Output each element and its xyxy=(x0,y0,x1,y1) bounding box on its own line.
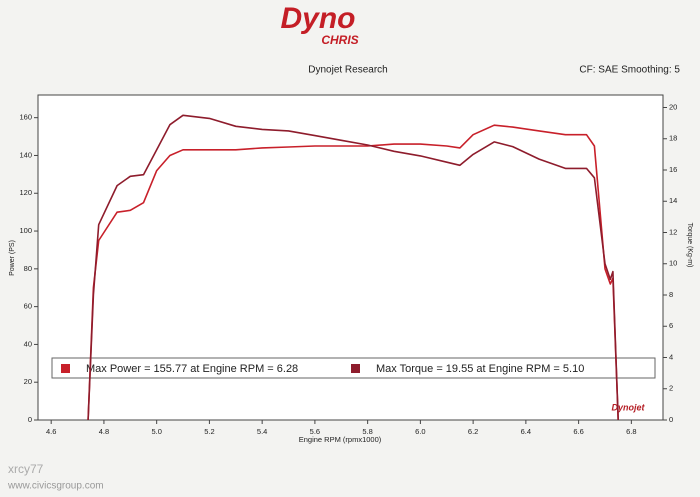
y2-axis-label: Torque (Kg-m) xyxy=(686,223,693,268)
y-tick-label: 40 xyxy=(24,339,32,348)
legend: Max Power = 155.77 at Engine RPM = 6.28 M… xyxy=(51,357,656,379)
legend-label: Max Power = 155.77 at Engine RPM = 6.28 xyxy=(86,363,298,375)
y-tick-label: 120 xyxy=(19,188,32,197)
y2-tick-label: 6 xyxy=(669,321,673,330)
legend-swatch xyxy=(61,364,70,373)
y2-tick-label: 4 xyxy=(669,352,673,361)
series-line xyxy=(87,114,619,421)
x-tick-label: 4.6 xyxy=(46,427,56,436)
logo: Dyno xyxy=(281,2,356,35)
y2-tick-label: 10 xyxy=(669,259,677,268)
y-tick-label: 140 xyxy=(19,150,32,159)
header-right: CF: SAE Smoothing: 5 xyxy=(579,65,680,76)
legend-label: Max Torque = 19.55 at Engine RPM = 5.10 xyxy=(376,363,584,375)
y-tick-label: 20 xyxy=(24,377,32,386)
x-tick-label: 5.6 xyxy=(310,427,320,436)
logo-sub: CHRIS xyxy=(321,33,358,47)
legend-swatch xyxy=(351,364,360,373)
x-tick-label: 6.2 xyxy=(468,427,478,436)
x-tick-label: 5.4 xyxy=(257,427,267,436)
x-tick-label: 6.4 xyxy=(521,427,531,436)
y-tick-label: 160 xyxy=(19,113,32,122)
x-tick-label: 5.8 xyxy=(362,427,372,436)
y2-tick-label: 12 xyxy=(669,227,677,236)
y2-tick-label: 0 xyxy=(669,415,673,424)
x-tick-label: 6.0 xyxy=(415,427,425,436)
y-tick-label: 80 xyxy=(24,264,32,273)
x-tick-label: 6.8 xyxy=(626,427,636,436)
x-tick-label: 6.6 xyxy=(573,427,583,436)
y-tick-label: 60 xyxy=(24,302,32,311)
y2-tick-label: 2 xyxy=(669,384,673,393)
y-tick-label: 100 xyxy=(19,226,32,235)
x-tick-label: 4.8 xyxy=(99,427,109,436)
watermark-site: www.civicsgroup.com xyxy=(7,481,104,492)
header-left: Dynojet Research xyxy=(308,65,387,76)
badge: Dynojet xyxy=(611,402,645,412)
x-tick-label: 5.0 xyxy=(151,427,161,436)
series-line xyxy=(87,124,619,421)
watermark-user: xrcy77 xyxy=(8,462,44,476)
y2-tick-label: 18 xyxy=(669,134,677,143)
x-tick-label: 5.2 xyxy=(204,427,214,436)
y2-tick-label: 14 xyxy=(669,196,677,205)
y2-tick-label: 16 xyxy=(669,165,677,174)
y2-tick-label: 8 xyxy=(669,290,673,299)
y-tick-label: 0 xyxy=(28,415,32,424)
y2-tick-label: 20 xyxy=(669,102,677,111)
x-axis-label: Engine RPM (rpmx1000) xyxy=(299,435,382,444)
y-axis-label: Power (PS) xyxy=(9,240,16,276)
